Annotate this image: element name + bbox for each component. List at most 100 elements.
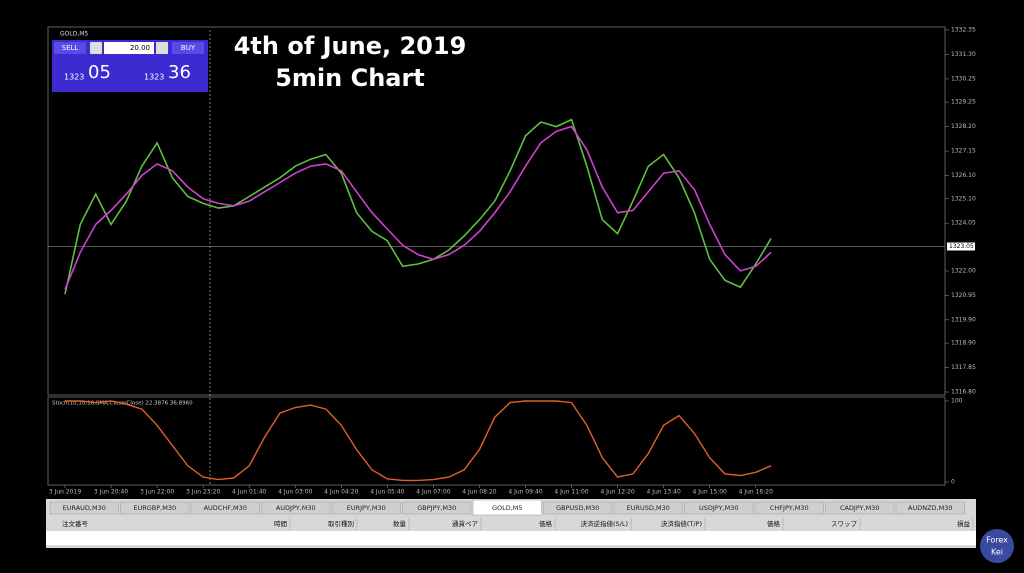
- y-tick-label: 100: [951, 398, 963, 405]
- current-price-box: [947, 242, 975, 251]
- tab[interactable]: [402, 501, 472, 515]
- y-tick-label: 1328.20: [951, 123, 976, 130]
- column-header: 注文番号: [62, 519, 89, 528]
- bid-big: 1323: [64, 73, 84, 82]
- tab-label: EURAUD,M30: [63, 504, 106, 512]
- tab-label: AUDNZD,M30: [908, 504, 952, 512]
- tab[interactable]: [754, 501, 824, 515]
- column-header: 決済指値(T/P): [661, 519, 702, 528]
- tab-label: GBPJPY,M30: [417, 504, 456, 512]
- tab-label: EURJPY,M30: [347, 504, 386, 512]
- tab[interactable]: [895, 501, 965, 515]
- x-tick-label: 4 Jun 12:20: [600, 489, 634, 496]
- x-tick-label: 4 Jun 16:20: [739, 489, 773, 496]
- series-line: [64, 125, 772, 290]
- x-tick-label: 3 Jun 22:00: [140, 489, 174, 496]
- x-tick-label: 4 Jun 03:00: [278, 489, 312, 496]
- lot-value: 20.00: [130, 44, 150, 52]
- y-tick-label: 1319.90: [951, 316, 976, 323]
- tab[interactable]: [120, 501, 190, 515]
- y-tick-label: 1332.35: [951, 27, 976, 34]
- tab-label: AUDJPY,M30: [276, 504, 316, 512]
- tab-label: CHFJPY,M30: [770, 504, 809, 512]
- y-tick-label: 1325.10: [951, 195, 976, 202]
- orders-area: [46, 531, 976, 545]
- column-header: 価格: [767, 519, 781, 528]
- tab[interactable]: [261, 501, 331, 515]
- tab-label: CADJPY,M30: [840, 504, 880, 512]
- y-tick-label: 1329.25: [951, 99, 976, 106]
- x-tick-label: 3 Jun 23:20: [186, 489, 220, 496]
- sell-label: SELL: [62, 44, 79, 52]
- lot-input[interactable]: [104, 42, 154, 54]
- x-tick-label: 4 Jun 13:40: [646, 489, 680, 496]
- y-tick-label: 1327.15: [951, 148, 976, 155]
- y-tick-label: 1317.85: [951, 364, 976, 371]
- x-tick-label: 3 Jun 2019: [49, 489, 81, 496]
- x-tick-label: 4 Jun 15:00: [693, 489, 727, 496]
- main-pane: [47, 26, 946, 396]
- x-tick-label: 4 Jun 11:00: [554, 489, 588, 496]
- x-tick-label: 4 Jun 09:40: [508, 489, 542, 496]
- ask-big: 1323: [144, 73, 164, 82]
- column-header: 通貨ペア: [452, 519, 479, 528]
- tab[interactable]: [190, 501, 260, 515]
- x-tick-label: 3 Jun 20:40: [94, 489, 128, 496]
- watermark-line: Forex: [986, 536, 1008, 545]
- y-tick-label: 1331.30: [951, 51, 976, 58]
- tab-label: AUDCHF,M30: [204, 504, 247, 512]
- lot-up[interactable]: [156, 42, 168, 54]
- y-tick-label: 0: [951, 479, 955, 486]
- tab-label: EURUSD,M30: [627, 504, 670, 512]
- symbol-label: GOLD,M5: [60, 31, 88, 38]
- column-header: 損益: [957, 519, 971, 528]
- tab[interactable]: [684, 501, 754, 515]
- x-tick-label: 4 Jun 07:00: [416, 489, 450, 496]
- tab[interactable]: [543, 501, 613, 515]
- x-tick-label: 4 Jun 01:40: [232, 489, 266, 496]
- buy-button[interactable]: [172, 42, 204, 54]
- series-line: [64, 118, 772, 295]
- y-tick-label: 1322.00: [951, 267, 976, 274]
- tab[interactable]: [825, 501, 895, 515]
- tab[interactable]: [472, 499, 542, 516]
- column-header: 数量: [393, 519, 407, 528]
- y-tick-label: 1324.05: [951, 220, 976, 227]
- column-header: 取引種別: [328, 519, 354, 528]
- trade-panel: SELL 20.00 BUY 1323 05 1323 36: [52, 40, 208, 92]
- tab[interactable]: [613, 501, 683, 515]
- series-line: [65, 400, 772, 482]
- tab-label: EURGBP,M30: [133, 504, 176, 512]
- tab[interactable]: [49, 501, 119, 515]
- lot-down[interactable]: [90, 42, 102, 54]
- overlay-subtitle: 5min Chart: [275, 64, 425, 92]
- column-header: 決済逆指値(S/L): [580, 519, 628, 528]
- x-tick-label: 4 Jun 05:40: [370, 489, 404, 496]
- indicator-pane: [47, 396, 946, 486]
- column-header: 価格: [539, 519, 553, 528]
- column-header: スワップ: [831, 520, 858, 528]
- tab-label: GOLD,M5: [492, 504, 523, 512]
- x-tick-label: 4 Jun 04:20: [324, 489, 358, 496]
- y-tick-label: 1318.90: [951, 340, 976, 347]
- watermark-line: Kei: [991, 548, 1003, 557]
- watermark-badge: [980, 529, 1014, 563]
- y-tick-label: 1316.80: [951, 389, 976, 396]
- overlay-title: 4th of June, 2019: [234, 32, 467, 60]
- buy-label: BUY: [181, 44, 196, 52]
- column-header: 時間: [274, 520, 287, 528]
- current-price-label: 1323.05: [949, 243, 974, 250]
- y-tick-label: 1330.25: [951, 75, 976, 82]
- ask-small: 36: [168, 62, 191, 83]
- sell-button[interactable]: [54, 42, 86, 54]
- y-tick-label: 1326.10: [951, 172, 976, 179]
- tab-label: USDJPY,M30: [699, 504, 739, 512]
- x-tick-label: 4 Jun 08:20: [462, 489, 496, 496]
- bid-small: 05: [88, 62, 111, 83]
- tab-label: GBPUSD,M30: [556, 504, 599, 512]
- y-tick-label: 1320.95: [951, 292, 976, 299]
- tab[interactable]: [331, 501, 401, 515]
